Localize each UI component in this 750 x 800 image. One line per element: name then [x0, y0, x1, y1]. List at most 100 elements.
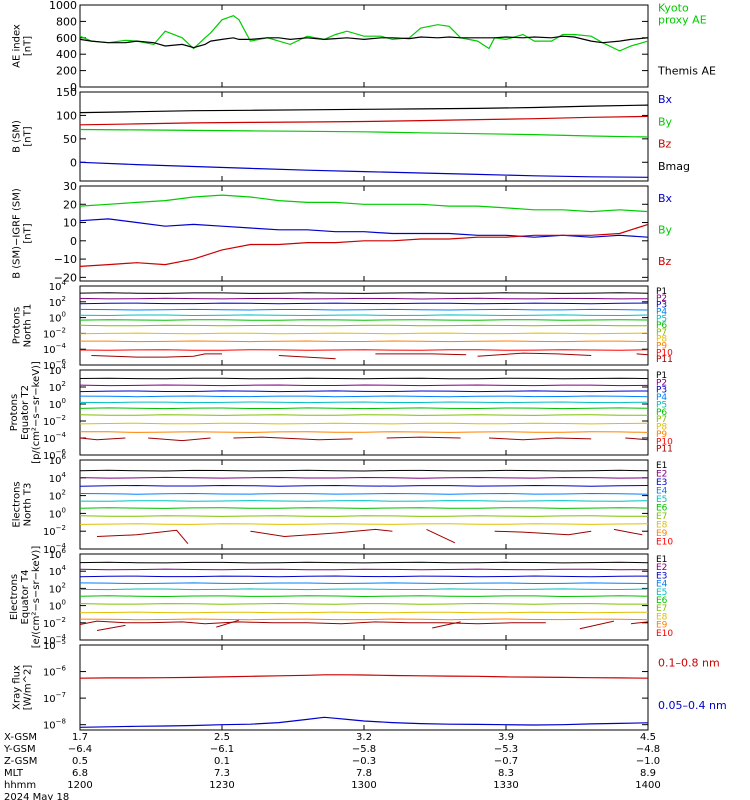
pe2-channel-line	[79, 407, 649, 410]
pn1-sparse-channel-line	[278, 355, 336, 360]
ae-y-tick-label: 1000	[49, 0, 77, 12]
pe2-sparse-channel-line	[233, 436, 353, 441]
ee4-legend-entry: E3	[656, 571, 667, 581]
footer-value: −0.7	[494, 756, 518, 767]
ae-y-tick-label: 200	[56, 65, 77, 78]
pe2-sparse-channel-line	[148, 437, 211, 442]
pe2-legend-entry: P6	[656, 408, 667, 418]
ae-legend-entry: proxy AE	[658, 14, 707, 27]
pe2-sparse-channel-line	[79, 437, 126, 441]
pn1-legend-entry: P11	[656, 355, 673, 365]
pe2-legend-entry: P11	[656, 445, 673, 455]
pe2-channel-line	[79, 414, 649, 416]
en3-legend-entry: E3	[656, 478, 667, 488]
en3-y-tick-label: 102	[49, 489, 66, 503]
pe2-y-tick-label: 102	[49, 380, 66, 394]
en3-sparse-channel-line	[613, 528, 643, 536]
pn1-channel-line	[79, 319, 649, 321]
pe2-channel-line	[79, 395, 649, 398]
footer-value: 0.5	[72, 756, 88, 767]
en3-channel-line	[79, 492, 649, 495]
footer-value: 7.3	[214, 768, 230, 779]
pn1-channel-line	[79, 324, 648, 327]
footer-value: 8.3	[498, 768, 514, 779]
ee4-y-tick-label: 100	[49, 599, 66, 613]
bsm-y-tick-label: 0	[70, 156, 77, 169]
en3-legend-entry: E5	[656, 495, 667, 505]
en3-legend-entry: E2	[656, 470, 667, 480]
ee4-legend-entry: E4	[656, 580, 668, 590]
pe2-channel-line	[79, 384, 649, 387]
pn1-channel-line	[79, 308, 649, 311]
footer-value: 2.5	[214, 732, 230, 743]
pe2-legend-entry: P7	[656, 415, 667, 425]
bdiff-y-tick-label: 30	[63, 180, 77, 193]
footer-value: −6.4	[68, 744, 92, 755]
footer-row-label: 2024 May 18	[4, 792, 69, 800]
ae-ylabel-line: AE index	[12, 24, 23, 68]
footer-value: −6.1	[210, 744, 234, 755]
en3-channel-line	[79, 523, 649, 525]
pn1-legend-entry: P3	[656, 301, 667, 311]
en3-y-tick-label: 10−2	[43, 524, 66, 538]
ee4-y-tick-label: 104	[49, 564, 67, 578]
pe2-legend-entry: P2	[656, 378, 667, 388]
footer-value: 0.1	[214, 756, 230, 767]
ee4-legend-entry: E5	[656, 588, 667, 598]
en3-channel-line	[79, 500, 649, 502]
ee4-legend-entry: E9	[656, 621, 668, 631]
footer-value: 1230	[209, 780, 234, 791]
xray-legend-entry: 0.05–0.4 nm	[658, 699, 727, 712]
bdiff-y-tick-label: −20	[54, 271, 77, 284]
en3-legend-entry: E7	[656, 512, 667, 522]
pn1-legend-entry: P10	[656, 348, 673, 358]
ee4-legend-entry: E2	[656, 563, 667, 573]
pn1-legend-entry: P2	[656, 294, 667, 304]
footer-value: 6.8	[72, 768, 88, 779]
xray-frame	[79, 644, 649, 731]
bdiff-legend-entry: Bx	[658, 192, 673, 205]
pn1-legend-entry: P1	[656, 287, 667, 297]
bsm-series-bx-line	[79, 161, 649, 178]
xray-series-xray_short-line	[79, 716, 649, 728]
ae-ylabel-line: [nT]	[23, 36, 34, 56]
pe2-channel-line	[79, 377, 649, 380]
pn1-ylabel-line: North T1	[23, 304, 34, 348]
pe2-legend-entry: P10	[656, 437, 673, 447]
en3-ylabel-line: North T3	[23, 483, 34, 527]
xray-series-xray_long-line	[79, 674, 649, 679]
pe2-y-tick-label: 10−6	[43, 448, 67, 462]
footer-value: 4.5	[640, 732, 656, 743]
en3-channel-line	[79, 507, 649, 509]
en3-channel-line	[79, 469, 649, 472]
footer-value: 3.9	[498, 732, 514, 743]
ae-y-tick-label: 600	[56, 32, 77, 45]
xray-ylabel-line: [W/m^2]	[23, 665, 34, 711]
pe2-legend-entry: P8	[656, 423, 667, 433]
pe2-legend-entry: P5	[656, 400, 667, 410]
en3-channel-line	[79, 484, 649, 487]
pe2-sparse-channel-line	[625, 437, 649, 441]
pe2-channel-line	[80, 431, 649, 433]
pe2-y-tick-label: 100	[49, 397, 66, 411]
pn1-channel-line	[79, 349, 649, 351]
ae-y-tick-label: 800	[56, 15, 77, 28]
ee4-y-tick-label: 102	[49, 581, 66, 595]
ee4-channel-line	[79, 568, 649, 571]
pe2-y-tick-label: 104	[49, 363, 67, 377]
pe2-y-tick-label: 10−4	[43, 431, 67, 445]
en3-legend-entry: E8	[656, 521, 668, 531]
en3-y-tick-label: 106	[49, 453, 67, 467]
footer-value: −0.3	[352, 756, 376, 767]
pn1-y-tick-label: 10−4	[43, 342, 67, 356]
pe2-ylabel-line: Equator T2	[20, 385, 31, 440]
footer-row-label: MLT	[4, 768, 24, 779]
pe2-channel-line	[79, 422, 649, 425]
ee4-y-tick-label: 10−2	[43, 616, 66, 630]
ee4-legend-entry: E6	[656, 596, 668, 606]
footer-row-label: X-GSM	[4, 732, 37, 743]
en3-channel-line	[79, 515, 648, 517]
bsm-y-tick-label: 150	[56, 86, 77, 99]
ae-y-tick-label: 0	[70, 81, 77, 94]
